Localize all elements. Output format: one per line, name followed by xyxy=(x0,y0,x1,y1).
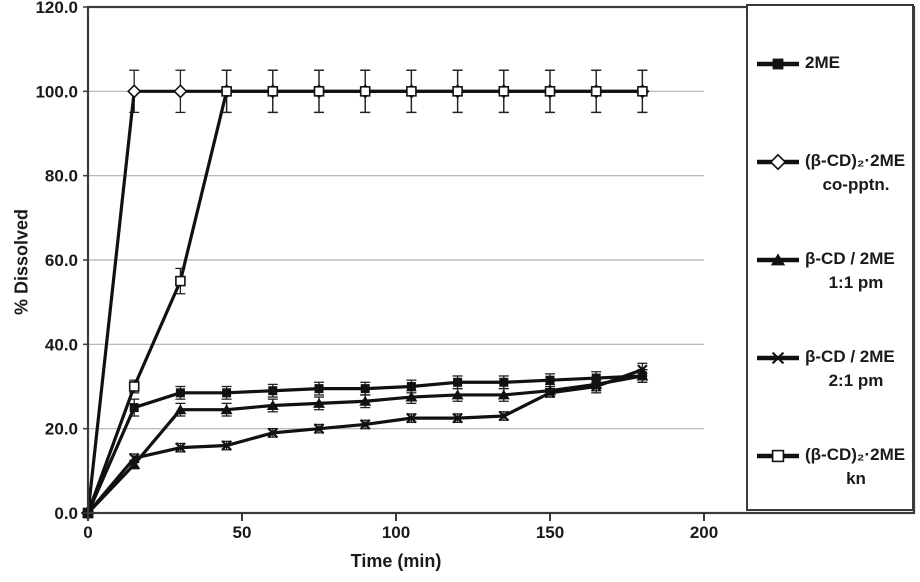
y-tick-label: 80.0 xyxy=(45,167,78,186)
marker-square-open xyxy=(406,86,417,97)
legend-label-line: co-pptn. xyxy=(822,175,890,194)
marker-square-filled xyxy=(591,373,601,383)
marker-triangle-filled xyxy=(128,459,141,470)
legend: 2ME (β-CD)₂·2ME co-pptn. β-CD / 2ME 1:1 pm β-… xyxy=(746,4,914,511)
marker-square-open xyxy=(313,86,325,97)
marker-square-filled xyxy=(222,388,232,398)
x-tick-label: 100 xyxy=(382,523,410,542)
marker-x xyxy=(267,427,279,439)
legend-item: 2ME xyxy=(755,51,907,77)
marker-square-filled xyxy=(545,375,555,385)
marker-square-open xyxy=(498,86,510,97)
marker-square-open xyxy=(452,86,463,97)
legend-item: (β-CD)₂·2ME co-pptn. xyxy=(755,149,907,197)
x-tick-label: 0 xyxy=(83,523,92,542)
legend-label: β-CD / 2ME 1:1 pm xyxy=(805,247,907,295)
marker-triangle-filled xyxy=(359,395,372,406)
y-axis-title: % Dissolved xyxy=(11,208,32,316)
marker-square-filled xyxy=(406,381,416,391)
legend-marker-x xyxy=(757,351,799,365)
x-tick-label: 200 xyxy=(690,523,718,542)
marker-triangle-filled xyxy=(313,397,325,408)
y-tick-label: 20.0 xyxy=(45,420,78,439)
marker-diamond-open xyxy=(769,153,787,171)
legend-label-line: β-CD / 2ME xyxy=(805,249,895,268)
marker-square-open xyxy=(359,86,371,97)
marker-triangle-filled xyxy=(497,389,510,400)
x-axis-title: Time (min) xyxy=(350,551,442,571)
legend-label-line: kn xyxy=(846,469,866,488)
marker-diamond-open xyxy=(127,84,142,99)
marker-triangle-filled xyxy=(266,399,279,410)
marker-triangle-filled xyxy=(770,253,786,266)
marker-x xyxy=(406,412,417,424)
legend-marker-square-open xyxy=(757,449,799,463)
marker-square-open xyxy=(590,86,602,97)
marker-square-filled xyxy=(268,386,278,396)
legend-label-line: β-CD / 2ME xyxy=(805,347,895,366)
legend-marker-triangle-filled xyxy=(757,253,799,266)
legend-label-line: 2ME xyxy=(805,53,840,72)
legend-label-line: (β-CD)₂·2ME xyxy=(805,445,906,464)
legend-label-line: (β-CD)₂·2ME xyxy=(805,151,906,170)
marker-x xyxy=(175,442,186,453)
legend-label: (β-CD)₂·2ME kn xyxy=(805,443,907,491)
legend-label-line: 2:1 pm xyxy=(828,371,884,390)
marker-x xyxy=(452,412,463,424)
marker-x xyxy=(221,440,232,451)
y-tick-label: 40.0 xyxy=(45,335,78,354)
marker-square-filled xyxy=(314,384,324,394)
legend-marker-diamond-open xyxy=(757,153,799,171)
marker-square-open xyxy=(637,86,648,97)
marker-triangle-filled xyxy=(405,391,418,402)
marker-square-filled xyxy=(360,384,370,394)
marker-x xyxy=(313,423,325,434)
legend-item: (β-CD)₂·2ME kn xyxy=(755,443,907,491)
y-tick-label: 120.0 xyxy=(35,0,78,17)
y-tick-label: 100.0 xyxy=(35,82,78,101)
marker-square-filled xyxy=(129,403,139,413)
marker-x xyxy=(498,410,510,422)
x-tick-label: 150 xyxy=(536,523,564,542)
marker-triangle-filled xyxy=(174,404,187,415)
marker-square-filled xyxy=(453,377,463,387)
legend-label-line: 1:1 pm xyxy=(828,273,884,292)
marker-triangle-filled xyxy=(451,389,464,400)
legend-label: β-CD / 2ME 2:1 pm xyxy=(805,345,907,393)
x-tick-label: 50 xyxy=(233,523,252,542)
marker-triangle-filled xyxy=(590,378,603,389)
marker-square-open xyxy=(544,86,556,97)
marker-triangle-filled xyxy=(220,404,233,415)
legend-label: (β-CD)₂·2ME co-pptn. xyxy=(805,149,907,197)
marker-diamond-open xyxy=(173,84,188,99)
marker-square-filled xyxy=(175,388,185,398)
y-tick-label: 60.0 xyxy=(45,251,78,270)
marker-square-open xyxy=(175,275,186,287)
legend-item: β-CD / 2ME 2:1 pm xyxy=(755,345,907,393)
legend-item: β-CD / 2ME 1:1 pm xyxy=(755,247,907,295)
marker-square-filled xyxy=(772,58,784,70)
marker-square-filled xyxy=(637,371,647,381)
y-tick-label: 0.0 xyxy=(54,504,78,523)
marker-x xyxy=(128,452,140,464)
marker-square-open xyxy=(771,449,785,463)
marker-x xyxy=(359,419,371,430)
marker-square-open xyxy=(267,86,279,97)
marker-square-open xyxy=(221,86,232,97)
legend-label: 2ME xyxy=(805,51,907,75)
marker-triangle-filled xyxy=(544,385,556,396)
marker-square-open xyxy=(128,381,140,392)
marker-square-filled xyxy=(499,377,509,387)
legend-marker-square-filled xyxy=(757,58,799,70)
marker-x xyxy=(771,351,785,365)
